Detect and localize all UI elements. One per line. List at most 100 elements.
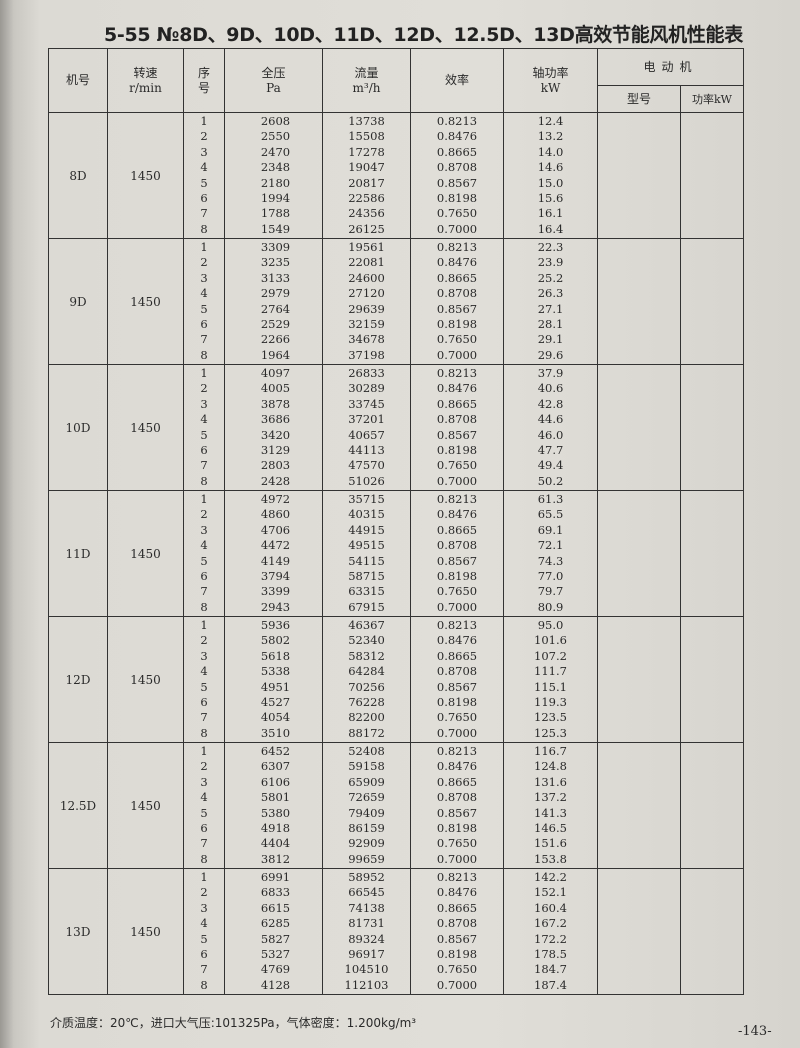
flow-cell: 58952 xyxy=(348,869,385,884)
efficiency-column: 0.8213 0.8476 0.8665 0.8708 0.8567 0.8198 0.76… xyxy=(410,868,504,995)
shaft-power-cell: 74.3 xyxy=(537,553,564,568)
seq-cell: 4 xyxy=(200,160,208,175)
efficiency-cell: 0.8213 xyxy=(436,869,478,884)
shaft-power-cell: 187.4 xyxy=(534,977,567,992)
efficiency-cell: 0.8198 xyxy=(436,316,478,331)
motor-power-cell xyxy=(679,868,745,995)
shaft-power-cell: 151.6 xyxy=(534,836,567,851)
efficiency-cell: 0.8476 xyxy=(436,255,478,270)
motor-power-cell xyxy=(679,238,745,365)
flow-cell: 112103 xyxy=(344,977,389,992)
seq-cell: 2 xyxy=(200,507,208,522)
shaft-power-cell: 95.0 xyxy=(537,617,564,632)
pressure-column: 5936 5802 5618 5338 4951 4527 4054 3510 xyxy=(224,616,323,743)
shaft-power-cell: 42.8 xyxy=(537,396,564,411)
shaft-power-cell: 123.5 xyxy=(534,710,567,725)
shaft-power-cell: 37.9 xyxy=(537,365,564,380)
efficiency-cell: 0.7000 xyxy=(436,473,478,488)
pressure-cell: 5338 xyxy=(260,664,291,679)
seq-cell: 1 xyxy=(200,617,208,632)
seq-cell: 8 xyxy=(200,977,208,992)
seq-cell: 4 xyxy=(200,412,208,427)
pressure-cell: 4972 xyxy=(260,491,291,506)
seq-cell: 5 xyxy=(200,301,208,316)
seq-cell: 1 xyxy=(200,239,208,254)
pressure-cell: 2764 xyxy=(260,301,291,316)
pressure-cell: 3686 xyxy=(260,412,291,427)
shaft-power-cell: 124.8 xyxy=(534,759,567,774)
pressure-column: 3309 3235 3133 2979 2764 2529 2266 1964 xyxy=(224,238,323,365)
efficiency-cell: 0.8198 xyxy=(436,820,478,835)
pressure-cell: 5802 xyxy=(260,633,291,648)
efficiency-cell: 0.8665 xyxy=(436,648,478,663)
header-model: 机号 xyxy=(48,48,108,113)
flow-cell: 64284 xyxy=(348,664,385,679)
pressure-column: 6452 6307 6106 5801 5380 4918 4404 3812 xyxy=(224,742,323,869)
flow-cell: 37198 xyxy=(348,347,385,362)
shaft-power-cell: 153.8 xyxy=(534,851,567,866)
shaft-power-cell: 119.3 xyxy=(534,694,567,709)
header-seq: 序号 xyxy=(183,48,225,113)
shaft-power-cell: 125.3 xyxy=(534,725,567,740)
seq-cell: 3 xyxy=(200,144,208,159)
shaft-power-cell: 29.6 xyxy=(537,347,564,362)
shaft-power-cell: 47.7 xyxy=(537,442,564,457)
pressure-cell: 4706 xyxy=(260,522,291,537)
shaft-power-column: 142.2 152.1 160.4 167.2 172.2 178.5 184.7 187.4 xyxy=(503,868,598,995)
header-motor-type: 型号 xyxy=(597,85,681,113)
shaft-power-cell: 22.3 xyxy=(537,239,564,254)
model-group-row: 11D 1450 1 2 3 4 5 6 7 8 4972 4860 4706 4472 4149 3794 3… xyxy=(48,490,745,617)
speed-cell: 1450 xyxy=(107,742,184,869)
pressure-cell: 6285 xyxy=(260,916,291,931)
motor-type-cell xyxy=(597,238,681,365)
flow-cell: 52340 xyxy=(348,633,385,648)
pressure-cell: 2180 xyxy=(260,175,291,190)
model-cell: 11D xyxy=(48,490,108,617)
efficiency-cell: 0.8665 xyxy=(436,774,478,789)
seq-cell: 6 xyxy=(200,316,208,331)
efficiency-cell: 0.8708 xyxy=(436,538,478,553)
flow-cell: 32159 xyxy=(348,316,385,331)
shaft-power-column: 12.4 13.2 14.0 14.6 15.0 15.6 16.1 16.4 xyxy=(503,112,598,239)
seq-cell: 5 xyxy=(200,805,208,820)
efficiency-cell: 0.7650 xyxy=(436,710,478,725)
header-efficiency: 效率 xyxy=(410,48,504,113)
pressure-cell: 1964 xyxy=(260,347,291,362)
shaft-power-cell: 141.3 xyxy=(534,805,567,820)
seq-cell: 3 xyxy=(200,396,208,411)
header-flow: 流量 m³/h xyxy=(322,48,411,113)
flow-cell: 29639 xyxy=(348,301,385,316)
efficiency-cell: 0.8476 xyxy=(436,759,478,774)
flow-cell: 20817 xyxy=(348,175,385,190)
flow-cell: 19047 xyxy=(348,160,385,175)
shaft-power-cell: 101.6 xyxy=(534,633,567,648)
efficiency-cell: 0.8213 xyxy=(436,743,478,758)
shaft-power-cell: 107.2 xyxy=(534,648,567,663)
motor-power-cell xyxy=(679,616,745,743)
motor-power-cell xyxy=(679,490,745,617)
pressure-column: 6991 6833 6615 6285 5827 5327 4769 4128 xyxy=(224,868,323,995)
efficiency-column: 0.8213 0.8476 0.8665 0.8708 0.8567 0.8198 0.76… xyxy=(410,238,504,365)
flow-cell: 30289 xyxy=(348,381,385,396)
seq-cell: 2 xyxy=(200,885,208,900)
flow-cell: 44915 xyxy=(348,522,385,537)
motor-power-cell xyxy=(679,742,745,869)
motor-type-cell xyxy=(597,742,681,869)
efficiency-cell: 0.8198 xyxy=(436,442,478,457)
flow-cell: 13738 xyxy=(348,113,385,128)
pressure-cell: 6991 xyxy=(260,869,291,884)
flow-cell: 58715 xyxy=(348,568,385,583)
seq-cell: 6 xyxy=(200,568,208,583)
fan-performance-table: 机号 转速 r/min 序号 全压 Pa 流量 m³/h 效率 轴功率 kW 电动机 型… xyxy=(48,48,745,995)
shaft-power-cell: 172.2 xyxy=(534,931,567,946)
efficiency-cell: 0.8665 xyxy=(436,270,478,285)
shaft-power-cell: 15.0 xyxy=(537,175,564,190)
shaft-power-cell: 40.6 xyxy=(537,381,564,396)
flow-cell: 26833 xyxy=(348,365,385,380)
flow-cell: 46367 xyxy=(348,617,385,632)
pressure-cell: 4097 xyxy=(260,365,291,380)
shaft-power-cell: 178.5 xyxy=(534,946,567,961)
efficiency-cell: 0.7650 xyxy=(436,332,478,347)
shaft-power-cell: 29.1 xyxy=(537,332,564,347)
